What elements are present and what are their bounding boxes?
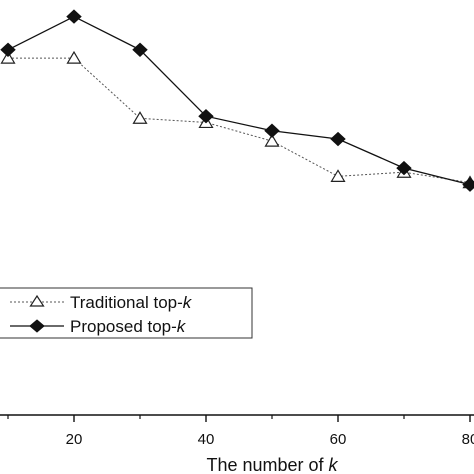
data-point-diamond [462, 177, 474, 192]
data-point-diamond [66, 9, 82, 24]
legend-label-proposed-text: Proposed top- [70, 317, 177, 336]
legend-diamond-icon [29, 319, 45, 333]
legend-label-traditional-text: Traditional top- [70, 293, 183, 312]
legend-triangle-icon [29, 294, 45, 307]
legend-label-proposed-var: k [177, 317, 187, 336]
legend-entry-proposed: Proposed top-k [10, 317, 187, 336]
data-point-diamond [132, 42, 148, 57]
x-tick-label: 40 [198, 431, 215, 448]
series-line [8, 57, 471, 184]
data-point-triangle [132, 111, 148, 124]
x-axis-title-var: k [329, 455, 339, 474]
data-point-diamond [264, 123, 280, 138]
x-tick-label: 20 [66, 431, 83, 448]
x-tick-label: 60 [330, 431, 347, 448]
x-axis-title-text: The number of [206, 455, 328, 474]
data-point-diamond [0, 42, 16, 57]
data-point-diamond [396, 160, 412, 176]
data-point-triangle [0, 50, 16, 64]
series-line [7, 15, 471, 186]
data-point-diamond [330, 131, 346, 147]
data-point-triangle [330, 169, 346, 182]
data-point-triangle [66, 50, 82, 64]
data-point-diamond [198, 109, 214, 124]
legend-box [0, 287, 253, 339]
series-proposed [0, 9, 474, 192]
x-ticks: 20 40 60 80 [7, 415, 474, 448]
x-axis-title: The number of k [206, 455, 338, 474]
legend-entry-traditional: Traditional top-k [10, 293, 193, 312]
legend-label-proposed: Proposed top-k [70, 317, 187, 336]
legend-label-traditional-var: k [183, 293, 193, 312]
legend: Traditional top-k Proposed top-k [0, 287, 253, 339]
legend-label-traditional: Traditional top-k [70, 293, 193, 312]
series-layer [0, 9, 474, 192]
data-point-triangle [264, 133, 280, 147]
x-tick-label: 80 [462, 431, 474, 448]
